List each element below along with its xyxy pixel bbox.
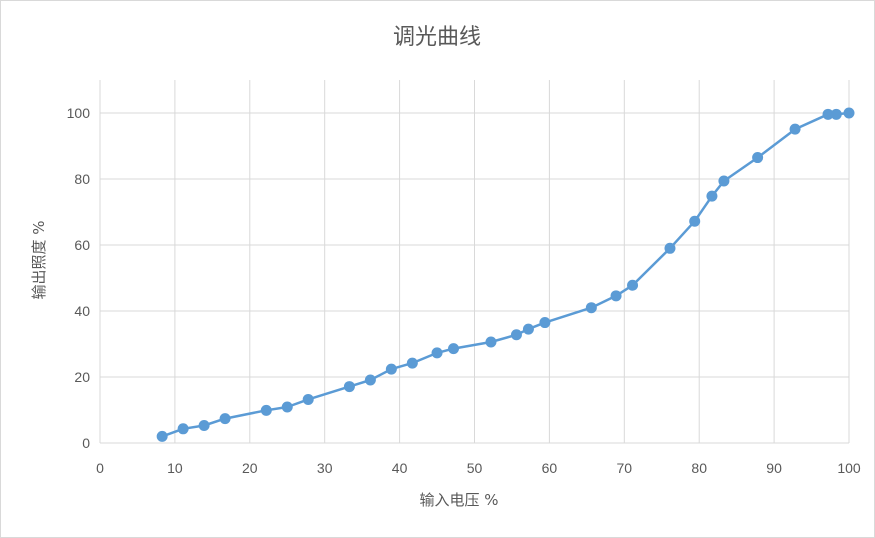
data-point (260, 404, 272, 416)
data-point (752, 152, 764, 164)
data-point (385, 363, 397, 375)
y-tick-label: 80 (74, 171, 90, 187)
x-tick-label: 80 (691, 460, 707, 476)
data-point (689, 215, 701, 227)
y-axis-ticks: 0 20 40 60 80 100 (67, 105, 91, 451)
x-tick-label: 0 (96, 460, 104, 476)
data-point (539, 317, 551, 329)
y-tick-label: 60 (74, 237, 90, 253)
data-point (522, 323, 534, 335)
series-group (156, 107, 855, 442)
data-point (177, 423, 189, 435)
y-tick-label: 0 (82, 435, 90, 451)
data-point (302, 393, 314, 405)
y-tick-label: 20 (74, 369, 90, 385)
x-tick-label: 70 (617, 460, 633, 476)
data-point (219, 413, 231, 425)
x-tick-label: 60 (542, 460, 558, 476)
data-point (610, 290, 622, 302)
data-point (431, 347, 443, 359)
x-tick-label: 50 (467, 460, 483, 476)
data-point (448, 343, 460, 355)
grid-lines (99, 80, 850, 444)
x-tick-label: 30 (317, 460, 333, 476)
y-tick-label: 40 (74, 303, 90, 319)
data-point (343, 381, 355, 393)
y-tick-label: 100 (67, 105, 91, 121)
data-point (156, 430, 168, 442)
data-point (510, 329, 522, 341)
data-point (281, 401, 293, 413)
y-axis-label: 输出照度 % (30, 220, 48, 299)
x-tick-label: 90 (766, 460, 782, 476)
x-tick-label: 10 (167, 460, 183, 476)
data-point (198, 420, 210, 432)
data-point (843, 107, 855, 119)
data-point (706, 190, 718, 202)
data-point (718, 175, 730, 187)
x-tick-label: 40 (392, 460, 408, 476)
x-axis-label: 输入电压 % (419, 491, 498, 509)
data-point (485, 336, 497, 348)
data-point (585, 302, 597, 314)
data-point (364, 374, 376, 386)
data-point (664, 242, 676, 254)
x-tick-label: 20 (242, 460, 258, 476)
series-line (161, 111, 850, 438)
x-tick-label: 100 (837, 460, 861, 476)
data-point (822, 108, 834, 120)
data-point (406, 357, 418, 369)
data-point (830, 108, 842, 120)
data-point (789, 123, 801, 135)
chart-title: 调光曲线 (393, 25, 481, 50)
x-axis-ticks: 0 10 20 30 40 50 60 70 80 90 100 (96, 460, 861, 476)
data-point (627, 279, 639, 291)
